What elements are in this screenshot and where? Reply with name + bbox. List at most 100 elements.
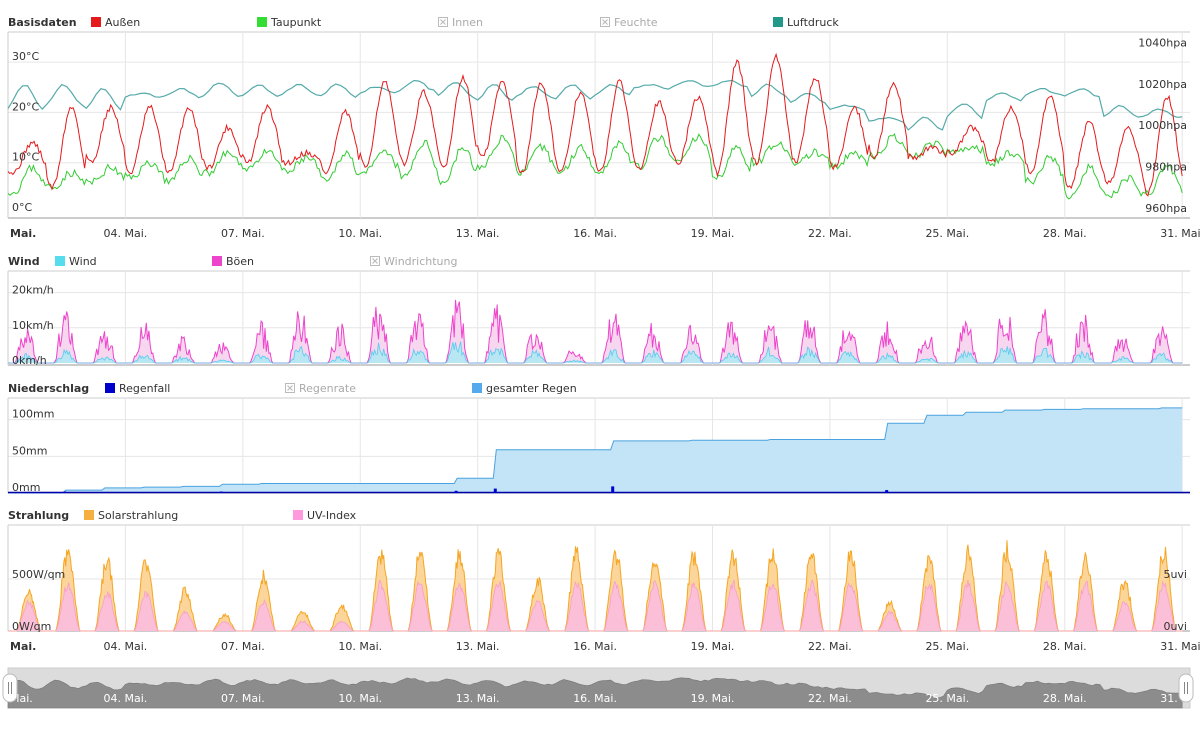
y-tick-right: 0uvi (1163, 620, 1187, 633)
navigator-xtick: 22. Mai. (808, 692, 852, 705)
undefined-legend-2[interactable]: Windrichtung (370, 255, 458, 268)
basis-xtick: 16. Mai. (573, 227, 617, 240)
legend-label: Taupunkt (270, 16, 322, 29)
panel-wind: Wind Wind Böen Windrichtung 0km/h 10km/h 20km/… (7, 255, 1190, 367)
undefined-legend-1[interactable]: UV-Index (293, 509, 357, 522)
legend-check-icon (287, 385, 293, 391)
bottom-xtick: 04. Mai. (104, 640, 148, 653)
legend-label: Außen (105, 16, 140, 29)
navigator-xtick: 10. Mai. (338, 692, 382, 705)
y-tick-right: 960hpa (1145, 202, 1187, 215)
bottom-xtick: 31. Mai. (1160, 640, 1200, 653)
undefined-legend-1[interactable]: Böen (212, 255, 254, 268)
undefined-legend-3[interactable]: Feuchte (600, 16, 658, 29)
bottom-xtick: 22. Mai. (808, 640, 852, 653)
undefined-legend-1[interactable]: Regenrate (285, 382, 357, 395)
legend-label: Wind (69, 255, 97, 268)
legend-swatch (472, 383, 482, 393)
series-wind (8, 341, 1183, 364)
bar-regenfall (846, 492, 850, 493)
y-tick-left: 50mm (12, 444, 47, 457)
bar-regenfall (611, 486, 615, 493)
y-tick-left: 20°C (12, 100, 39, 113)
bottom-xtick: 25. Mai. (925, 640, 969, 653)
undefined-legend-0[interactable]: Wind (55, 255, 97, 268)
legend-swatch (84, 510, 94, 520)
undefined-legend-1[interactable]: Taupunkt (257, 16, 322, 29)
area-gesamter-regen (8, 407, 1183, 493)
navigator-xtick: 28. Mai. (1043, 692, 1087, 705)
range-navigator[interactable]: Mai. 04. Mai. 07. Mai. 10. Mai. 13. Mai. 16. … (2, 667, 1200, 709)
basis-xtick: 22. Mai. (808, 227, 852, 240)
undefined-legend-0[interactable]: Außen (91, 16, 140, 29)
undefined-legend-0[interactable]: Regenfall (105, 382, 170, 395)
undefined-legend-2[interactable]: gesamter Regen (472, 382, 577, 395)
legend-label: Regenrate (299, 382, 356, 395)
legend-label: Innen (452, 16, 483, 29)
y-tick-left: 0km/h (12, 354, 47, 367)
y-tick-left: 30°C (12, 50, 39, 63)
bar-regenfall (885, 490, 889, 493)
basis-xtick: 04. Mai. (104, 227, 148, 240)
legend-label: UV-Index (307, 509, 357, 522)
navigator-handle-right[interactable] (1178, 673, 1194, 703)
basis-xtick: 25. Mai. (925, 227, 969, 240)
legend-swatch (91, 17, 101, 27)
legend-label: Regenfall (119, 382, 170, 395)
y-tick-left: 20km/h (12, 284, 54, 297)
navigator-xtick: 16. Mai. (573, 692, 617, 705)
y-tick-left: 0W/qm (12, 620, 51, 633)
area-solarstrahlung (8, 540, 1183, 631)
series-luftdruck (7, 79, 1183, 131)
legend-label: Luftdruck (787, 16, 839, 29)
y-tick-right: 1040hpa (1138, 36, 1187, 49)
legend-check-icon (440, 19, 446, 25)
basis-xtick: Mai. (10, 227, 36, 240)
y-tick-left: 0mm (12, 481, 40, 494)
undefined-legend-0[interactable]: Solarstrahlung (84, 509, 178, 522)
bottom-xtick: Mai. (10, 640, 36, 653)
y-tick-left: 500W/qm (12, 568, 65, 581)
legend-label: gesamter Regen (486, 382, 577, 395)
series-aussen (7, 52, 1183, 197)
navigator-handle-left[interactable] (2, 673, 18, 703)
series-taupunkt (7, 133, 1183, 200)
y-tick-right: 5uvi (1163, 568, 1187, 581)
x-axis-bottom: Mai. 04. Mai. 07. Mai. 10. Mai. 13. Mai. 16. … (10, 640, 1200, 653)
bar-regenfall (102, 492, 106, 493)
panel-niederschlag: Niederschlag Regenfall Regenrate gesamter R… (7, 382, 1190, 494)
bottom-xtick: 07. Mai. (221, 640, 265, 653)
basis-xtick: 07. Mai. (221, 227, 265, 240)
panel-title: Wind (8, 255, 40, 268)
bottom-xtick: 28. Mai. (1043, 640, 1087, 653)
legend-label: Böen (226, 255, 254, 268)
navigator-xtick: 07. Mai. (221, 692, 265, 705)
y-tick-right: 1000hpa (1138, 119, 1187, 132)
area-uv-index (8, 579, 1183, 631)
basis-xtick: 28. Mai. (1043, 227, 1087, 240)
series-uv-index (8, 578, 1183, 632)
legend-swatch (257, 17, 267, 27)
bottom-xtick: 19. Mai. (691, 640, 735, 653)
panel-title: Basisdaten (8, 16, 77, 29)
bar-regenfall (219, 491, 223, 493)
basis-xtick: 31. Mai. (1160, 227, 1200, 240)
basis-xtick: 13. Mai. (456, 227, 500, 240)
bottom-xtick: 16. Mai. (573, 640, 617, 653)
undefined-legend-2[interactable]: Innen (438, 16, 483, 29)
undefined-legend-4[interactable]: Luftdruck (773, 16, 839, 29)
panel-title: Niederschlag (8, 382, 89, 395)
y-tick-left: 100mm (12, 408, 54, 421)
legend-swatch (55, 256, 65, 266)
y-tick-right: 1020hpa (1138, 78, 1187, 91)
navigator-series (7, 677, 1183, 709)
navigator-handle-left-grip[interactable] (2, 673, 18, 703)
bottom-xtick: 10. Mai. (338, 640, 382, 653)
bottom-xtick: 13. Mai. (456, 640, 500, 653)
legend-label: Feuchte (614, 16, 658, 29)
navigator-handle-right-grip[interactable] (1178, 673, 1194, 703)
panel-title: Strahlung (8, 509, 69, 522)
bar-regenfall (63, 491, 67, 493)
